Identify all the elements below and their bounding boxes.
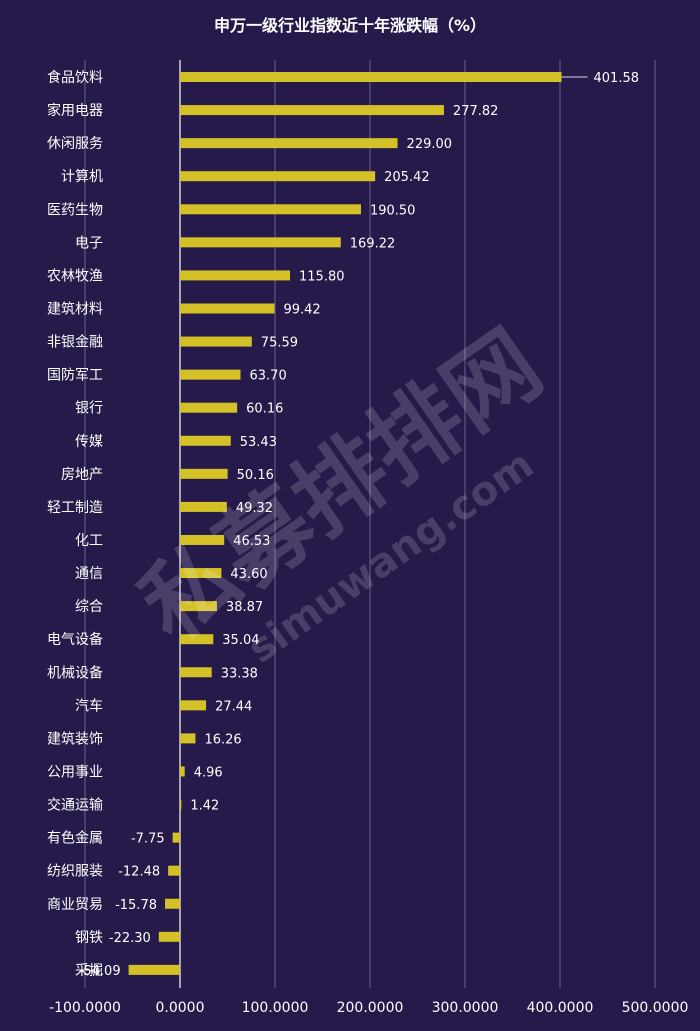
bar: [165, 898, 180, 909]
category-label: 家用电器: [47, 102, 103, 119]
category-label: 纺织服装: [47, 864, 103, 880]
data-label: 75.59: [261, 336, 298, 351]
bar: [180, 369, 241, 380]
bar: [180, 72, 562, 82]
x-tick-label: 0.0000: [156, 1000, 205, 1016]
x-tick-label: -100.0000: [49, 1000, 121, 1016]
bar: [180, 501, 227, 512]
category-label: 非银金融: [47, 335, 103, 351]
category-label: 通信: [75, 566, 103, 582]
category-label: 国防军工: [47, 368, 103, 384]
category-label: 商业贸易: [47, 897, 103, 913]
category-label: 化工: [75, 533, 103, 549]
bar: [180, 534, 225, 545]
data-label: 1.42: [190, 799, 219, 814]
data-label: 50.16: [237, 468, 274, 483]
bar: [180, 435, 231, 446]
bar: [180, 336, 252, 347]
category-label: 医药生物: [47, 202, 103, 218]
data-label: 63.70: [250, 369, 287, 384]
bar: [172, 832, 180, 843]
data-label: -7.75: [131, 832, 165, 847]
category-label: 轻工制造: [47, 500, 103, 516]
x-tick-label: 300.0000: [432, 1000, 499, 1016]
bar: [180, 204, 361, 215]
category-label: 交通运输: [47, 797, 103, 814]
bar: [180, 766, 185, 777]
category-label: 采掘: [75, 963, 103, 979]
x-tick-label: 100.0000: [242, 1000, 309, 1016]
bar: [180, 799, 182, 810]
bar: [180, 138, 398, 149]
grid-lines: [84, 60, 656, 988]
category-label: 计算机: [61, 169, 103, 185]
data-label: 205.42: [384, 170, 430, 185]
category-label: 公用事业: [47, 764, 103, 780]
bar: [168, 865, 180, 876]
data-label: 229.00: [407, 137, 453, 152]
data-label: 43.60: [230, 567, 267, 582]
category-label: 休闲服务: [47, 136, 103, 152]
bars: [128, 72, 588, 975]
data-label: -15.78: [115, 898, 157, 913]
x-tick-label: 200.0000: [337, 1000, 404, 1016]
data-label: 277.82: [453, 104, 499, 119]
bar: [180, 568, 222, 579]
data-label: 4.96: [194, 765, 223, 780]
labels: -100.0000 0.0000 100.0000 200.0000 300.0000 4…: [47, 69, 688, 1016]
data-label: 35.04: [222, 633, 259, 648]
category-label: 建筑材料: [47, 301, 103, 317]
data-label: 53.43: [240, 435, 277, 450]
category-label: 农林牧渔: [47, 268, 103, 284]
bar: [180, 402, 238, 413]
category-label: 有色金属: [47, 830, 103, 847]
data-label: 27.44: [215, 699, 252, 714]
x-tick-label: 400.0000: [527, 1000, 594, 1016]
bar: [128, 964, 180, 975]
bar: [180, 270, 291, 281]
category-label: 银行: [75, 401, 103, 417]
category-label: 电气设备: [47, 631, 103, 648]
bar: [180, 105, 444, 116]
data-label: 401.58: [594, 71, 640, 86]
bar: [180, 303, 275, 314]
bar: [180, 700, 207, 711]
bar: [180, 634, 214, 645]
data-label: 46.53: [233, 534, 270, 549]
category-label: 食品饮料: [47, 69, 103, 86]
bar: [158, 931, 180, 942]
category-label: 传媒: [75, 434, 103, 450]
bar: [180, 171, 376, 182]
category-label: 电子: [75, 235, 103, 251]
x-tick-label: 500.0000: [622, 1000, 689, 1016]
data-label: 190.50: [370, 203, 416, 218]
bar: [180, 237, 341, 248]
data-label: 169.22: [350, 236, 396, 251]
data-label: 38.87: [226, 600, 263, 615]
data-label: -22.30: [109, 931, 151, 946]
data-label: 60.16: [246, 402, 283, 417]
data-label: 16.26: [204, 732, 241, 747]
category-label: 钢铁: [75, 930, 103, 946]
category-label: 综合: [75, 599, 103, 615]
category-label: 房地产: [61, 467, 103, 483]
category-label: 汽车: [75, 697, 103, 714]
bar: [180, 733, 196, 744]
chart-title: 申万一级行业指数近十年涨跌幅（%）: [214, 16, 486, 35]
data-label: 99.42: [283, 302, 320, 317]
bar: [180, 667, 212, 678]
data-label: -12.48: [118, 865, 160, 880]
bar: [180, 601, 217, 612]
category-label: 建筑装饰: [47, 731, 103, 747]
bar: [180, 468, 228, 479]
data-label: 33.38: [221, 666, 258, 681]
data-label: 49.32: [236, 501, 273, 516]
data-label: -54.09: [79, 964, 121, 979]
data-label: 115.80: [299, 269, 345, 284]
category-label: 机械设备: [47, 664, 103, 681]
